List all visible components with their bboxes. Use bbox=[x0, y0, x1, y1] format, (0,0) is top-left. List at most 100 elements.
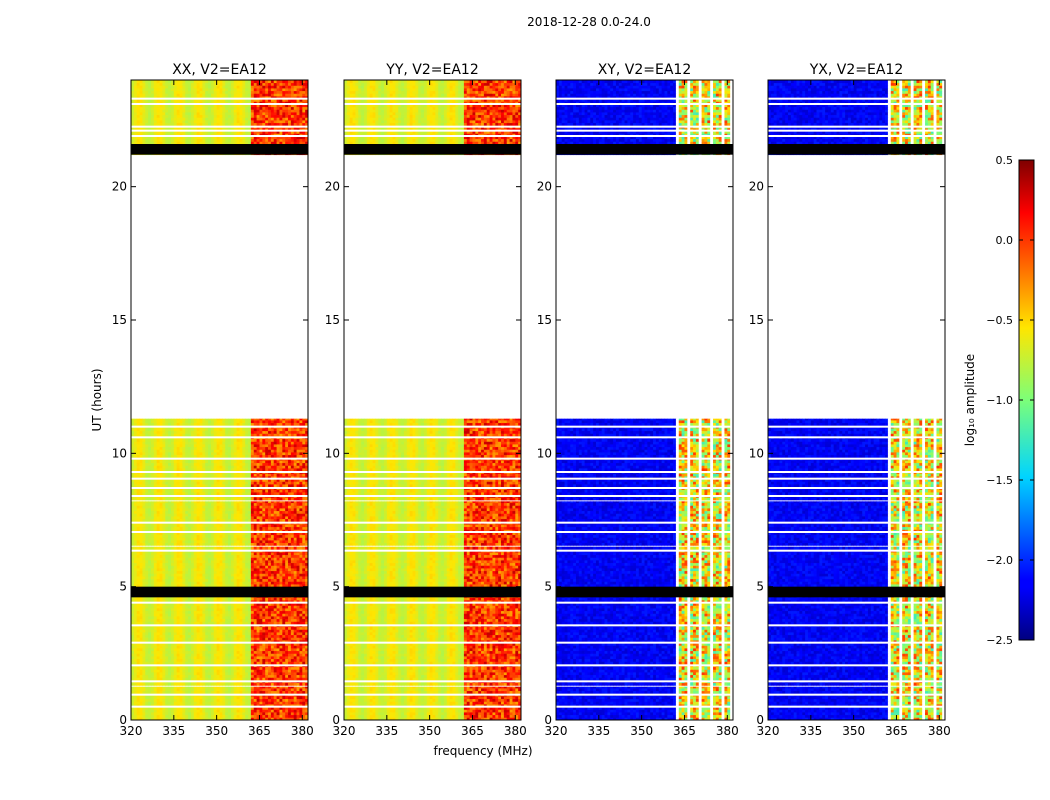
gap-line bbox=[131, 642, 308, 644]
gap-line bbox=[344, 426, 521, 428]
x-tick-label: 380 bbox=[928, 724, 951, 738]
gap-line bbox=[768, 531, 945, 533]
gap-line bbox=[768, 135, 945, 137]
gap-line bbox=[344, 642, 521, 644]
gap-line bbox=[131, 522, 308, 524]
gap-line bbox=[344, 680, 521, 682]
gap-line bbox=[768, 436, 945, 438]
gap-line bbox=[556, 495, 733, 497]
gap-line bbox=[556, 426, 733, 428]
gap-line bbox=[556, 126, 733, 128]
gap-line bbox=[131, 487, 308, 489]
spectrogram-figure: 2018-12-28 0.0-24.0 XX, V2=EA12320 335 350… bbox=[0, 0, 1050, 800]
y-tick-label: 15 bbox=[325, 313, 340, 327]
colorbar: 0.50.0−0.5−1.0−1.5−2.0−2.5 log₁₀ amplitu… bbox=[963, 154, 1034, 647]
gap-line bbox=[131, 126, 308, 128]
gap-line bbox=[768, 642, 945, 644]
flagged-row bbox=[131, 144, 308, 155]
gap-line bbox=[344, 98, 521, 100]
x-tick-label: 380 bbox=[716, 724, 739, 738]
y-tick-label: 20 bbox=[325, 180, 340, 194]
gap-line bbox=[344, 471, 521, 473]
y-tick-label: 5 bbox=[119, 580, 127, 594]
gap-line bbox=[131, 706, 308, 708]
x-tick-label: 335 bbox=[799, 724, 822, 738]
gap-line bbox=[131, 680, 308, 682]
gap-line bbox=[131, 478, 308, 480]
y-tick-label: 15 bbox=[537, 313, 552, 327]
flagged-row bbox=[556, 587, 733, 598]
gap-line bbox=[556, 135, 733, 137]
gap-line bbox=[768, 522, 945, 524]
gap-line bbox=[768, 471, 945, 473]
gap-line bbox=[131, 495, 308, 497]
x-tick-label: 365 bbox=[673, 724, 696, 738]
y-tick-label: 5 bbox=[544, 580, 552, 594]
y-tick-label: 0 bbox=[544, 713, 552, 727]
x-tick-label: 335 bbox=[587, 724, 610, 738]
y-tick-label: 20 bbox=[537, 180, 552, 194]
gap-line bbox=[556, 487, 733, 489]
colorbar-tick-label: 0.5 bbox=[996, 154, 1014, 167]
x-axis-label: frequency (MHz) bbox=[433, 744, 532, 758]
colorbar-tick-label: −2.0 bbox=[986, 554, 1013, 567]
panel-title: XY, V2=EA12 bbox=[598, 62, 692, 78]
gap-line bbox=[556, 624, 733, 626]
gap-line bbox=[344, 706, 521, 708]
gap-line bbox=[131, 550, 308, 552]
x-tick-label: 350 bbox=[418, 724, 441, 738]
gap-line bbox=[131, 98, 308, 100]
x-tick-label: 365 bbox=[461, 724, 484, 738]
gap-line bbox=[768, 103, 945, 105]
panel-title: XX, V2=EA12 bbox=[172, 62, 267, 78]
gap-line bbox=[131, 130, 308, 132]
gap-line bbox=[556, 130, 733, 132]
y-tick-label: 5 bbox=[756, 580, 764, 594]
gap-line bbox=[768, 426, 945, 428]
gap-line bbox=[556, 98, 733, 100]
y-tick-label: 5 bbox=[332, 580, 340, 594]
panel-title: YY, V2=EA12 bbox=[385, 62, 478, 78]
gap-line bbox=[556, 458, 733, 460]
gap-line bbox=[768, 130, 945, 132]
gap-line bbox=[768, 602, 945, 604]
gap-line bbox=[131, 531, 308, 533]
gap-line bbox=[556, 522, 733, 524]
gap-line bbox=[131, 458, 308, 460]
y-tick-label: 15 bbox=[112, 313, 127, 327]
y-tick-label: 20 bbox=[112, 180, 127, 194]
gap-line bbox=[344, 478, 521, 480]
panel-title: YX, V2=EA12 bbox=[809, 62, 904, 78]
gap-line bbox=[344, 103, 521, 105]
gap-line bbox=[344, 495, 521, 497]
gap-line bbox=[344, 522, 521, 524]
colorbar-tick-label: −0.5 bbox=[986, 314, 1013, 327]
colorbar-tick-label: 0.0 bbox=[996, 234, 1014, 247]
x-tick-label: 350 bbox=[842, 724, 865, 738]
gap-line bbox=[344, 135, 521, 137]
gap-line bbox=[768, 664, 945, 666]
figure-title: 2018-12-28 0.0-24.0 bbox=[527, 15, 651, 29]
x-tick-label: 335 bbox=[375, 724, 398, 738]
x-tick-label: 365 bbox=[248, 724, 271, 738]
gap-line bbox=[768, 495, 945, 497]
y-tick-label: 0 bbox=[119, 713, 127, 727]
gap-line bbox=[768, 624, 945, 626]
colorbar-tick-label: −2.5 bbox=[986, 634, 1013, 647]
y-axis-label: UT (hours) bbox=[90, 368, 104, 431]
gap-line bbox=[556, 550, 733, 552]
x-tick-label: 350 bbox=[630, 724, 653, 738]
flagged-row bbox=[768, 587, 945, 598]
x-tick-label: 380 bbox=[504, 724, 527, 738]
flagged-row bbox=[131, 587, 308, 598]
gap-line bbox=[768, 680, 945, 682]
gap-line bbox=[344, 126, 521, 128]
gap-line bbox=[344, 602, 521, 604]
y-tick-label: 10 bbox=[112, 446, 127, 460]
gap-line bbox=[131, 103, 308, 105]
colorbar-tick-label: −1.0 bbox=[986, 394, 1013, 407]
flagged-row bbox=[344, 587, 521, 598]
y-tick-label: 0 bbox=[332, 713, 340, 727]
